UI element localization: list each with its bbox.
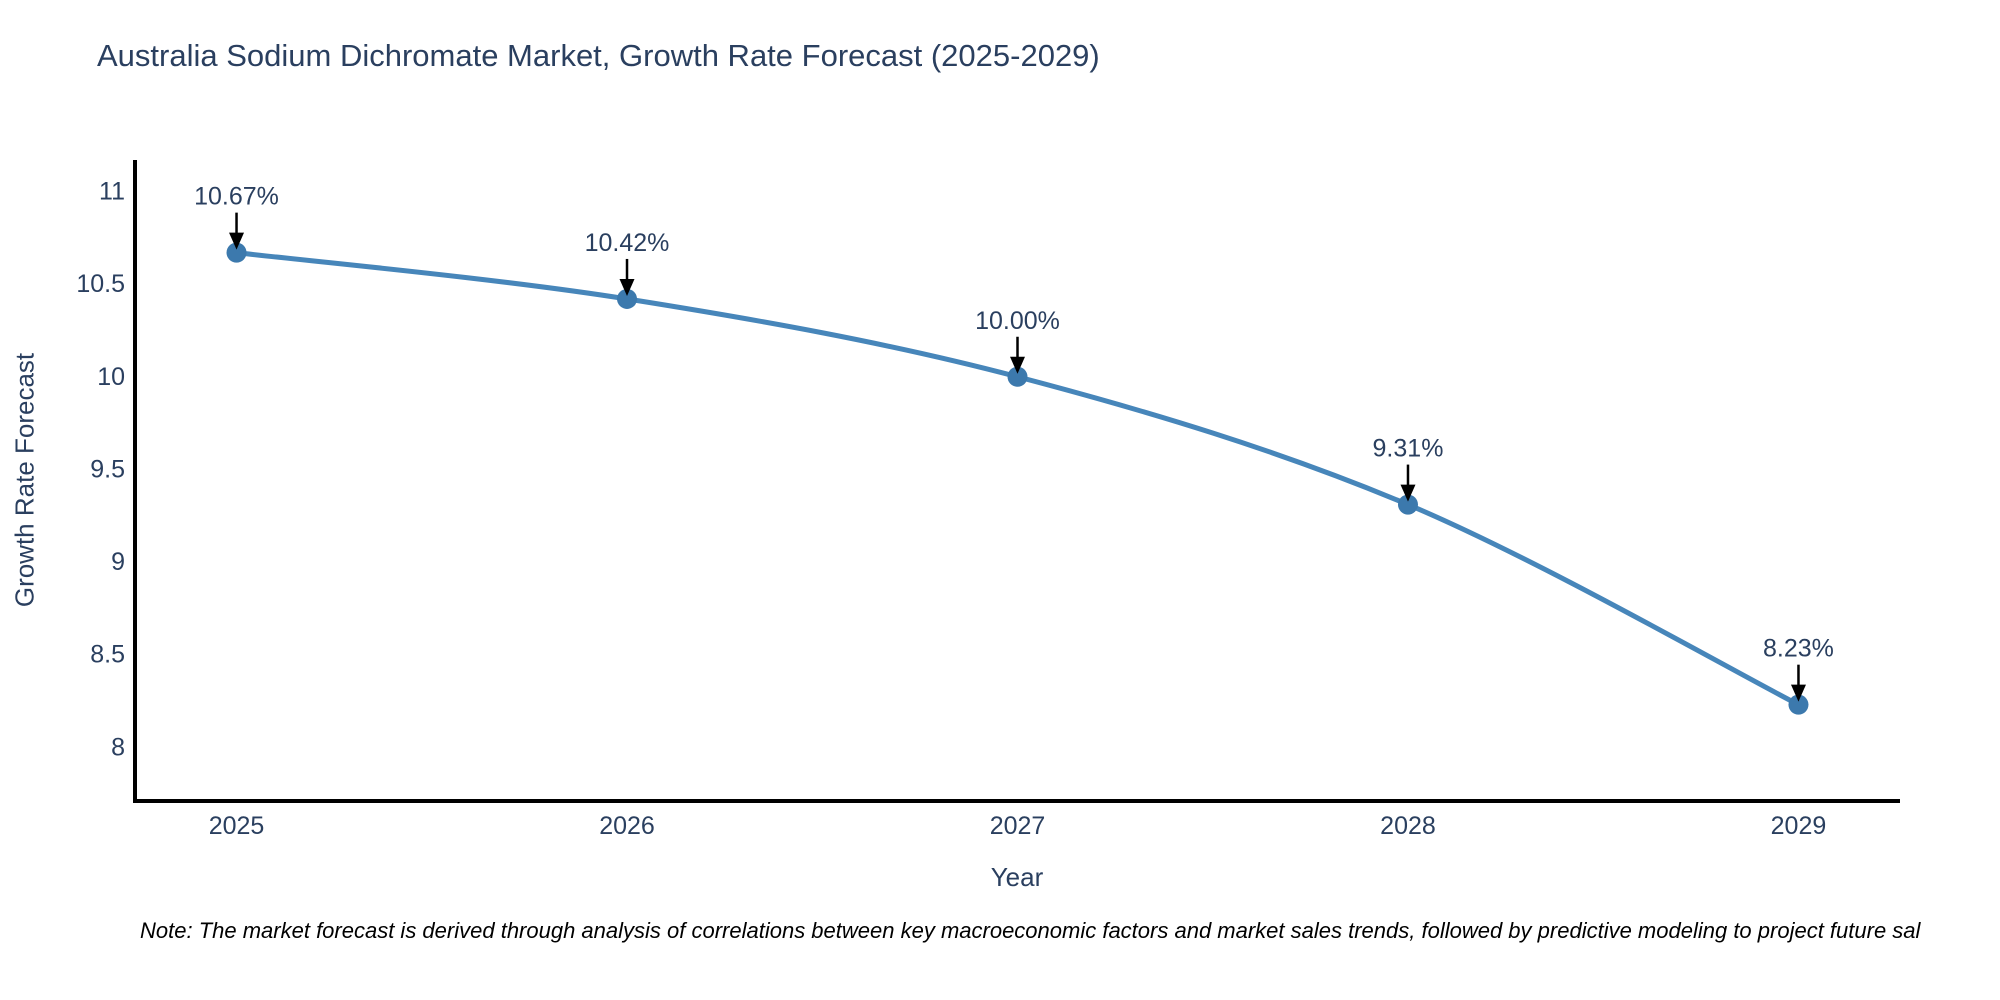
footnote: Note: The market forecast is derived thr… xyxy=(140,918,1921,943)
data-point-label: 10.00% xyxy=(975,307,1060,335)
x-axis-title: Year xyxy=(990,862,1044,892)
annotation-arrowhead xyxy=(619,278,635,296)
y-tick-label: 10 xyxy=(97,363,125,391)
annotation-arrowhead xyxy=(1790,684,1806,702)
chart-title: Australia Sodium Dichromate Market, Grow… xyxy=(97,38,1100,73)
x-tick-label: 2028 xyxy=(1380,812,1436,840)
data-point-marker[interactable] xyxy=(1788,694,1809,715)
y-tick-label: 11 xyxy=(99,177,125,205)
data-point-marker[interactable] xyxy=(226,242,247,263)
annotation-arrowhead xyxy=(229,232,245,250)
data-point-label: 10.67% xyxy=(194,183,279,211)
data-point-label: 8.23% xyxy=(1763,635,1834,663)
data-point-label: 10.42% xyxy=(585,229,670,257)
data-point-marker[interactable] xyxy=(1397,494,1418,515)
x-tick-label: 2027 xyxy=(990,812,1046,840)
data-point-marker[interactable] xyxy=(1007,366,1028,387)
y-tick-label: 10.5 xyxy=(76,270,125,298)
annotation-arrowhead xyxy=(1010,356,1025,374)
y-tick-label: 8 xyxy=(111,733,125,761)
y-tick-label: 8.5 xyxy=(90,641,125,669)
x-tick-label: 2029 xyxy=(1771,812,1827,840)
x-tick-label: 2026 xyxy=(599,812,655,840)
data-point-marker[interactable] xyxy=(617,288,638,309)
annotation-arrowhead xyxy=(1400,484,1416,502)
y-tick-label: 9.5 xyxy=(90,455,125,483)
y-tick-label: 9 xyxy=(111,548,125,576)
x-tick-label: 2025 xyxy=(209,812,265,840)
data-point-label: 9.31% xyxy=(1373,435,1444,463)
